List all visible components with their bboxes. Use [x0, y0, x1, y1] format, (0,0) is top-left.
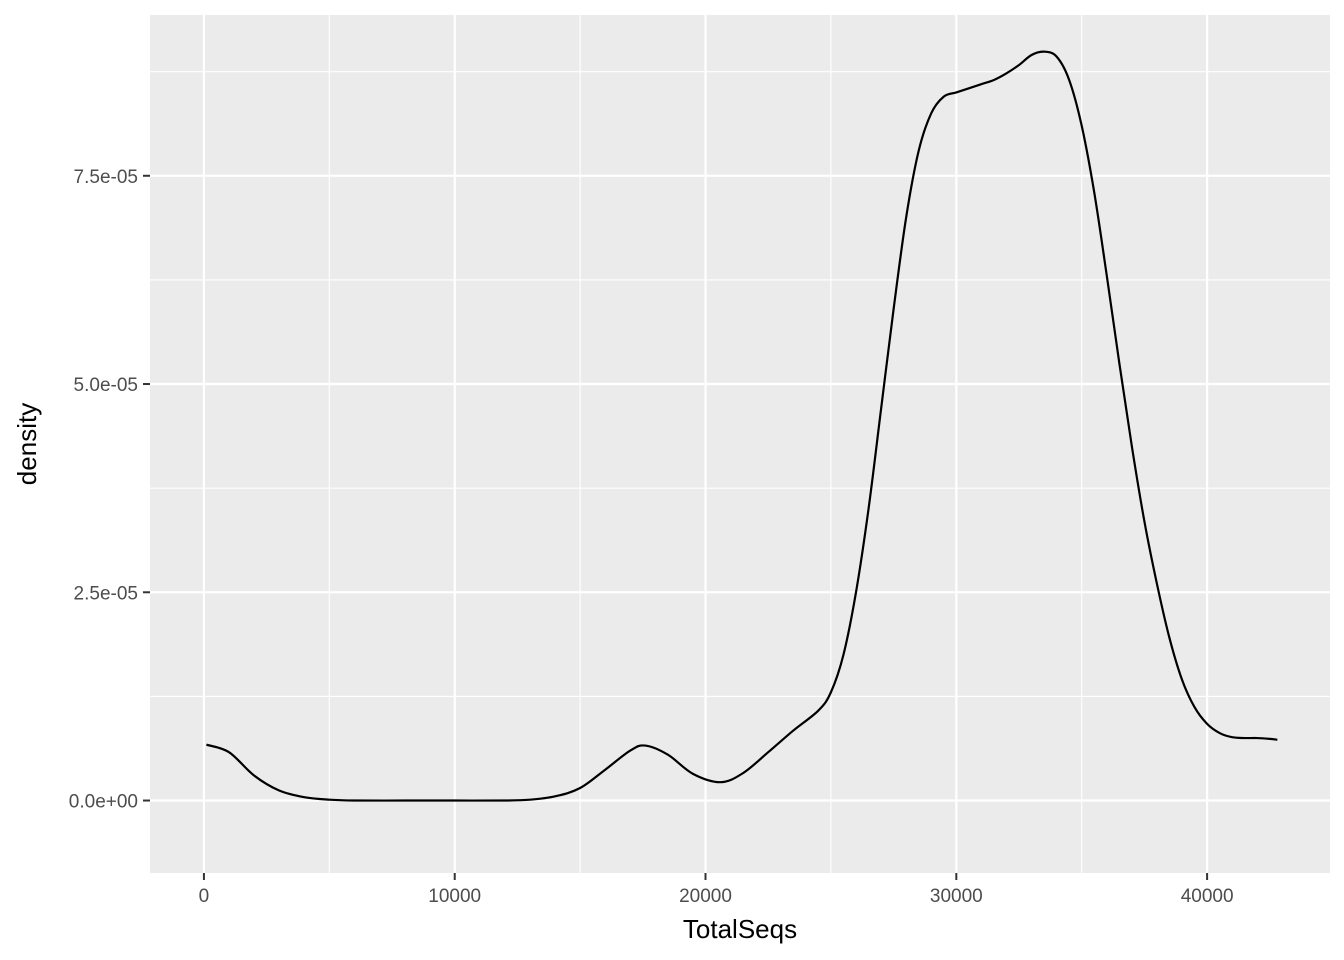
y-tick-label: 0.0e+00 [69, 792, 138, 813]
x-tick-label: 30000 [930, 886, 983, 907]
density-curve [206, 50, 1278, 802]
minor-gridlines [150, 15, 1330, 873]
y-tick-label: 2.5e-05 [74, 583, 138, 604]
y-axis: 0.0e+00 2.5e-05 5.0e-05 7.5e-05 [69, 167, 150, 813]
y-axis-title: density [12, 403, 42, 485]
x-tick-label: 40000 [1181, 886, 1234, 907]
x-tick-label: 10000 [428, 886, 481, 907]
plot-panel [150, 15, 1330, 873]
x-tick-label: 0 [199, 886, 210, 907]
y-tick-label: 5.0e-05 [74, 375, 138, 396]
x-axis: 0 10000 20000 30000 40000 [199, 873, 1234, 907]
x-axis-title: TotalSeqs [683, 914, 797, 944]
y-tick-label: 7.5e-05 [74, 167, 138, 188]
x-tick-label: 20000 [679, 886, 732, 907]
